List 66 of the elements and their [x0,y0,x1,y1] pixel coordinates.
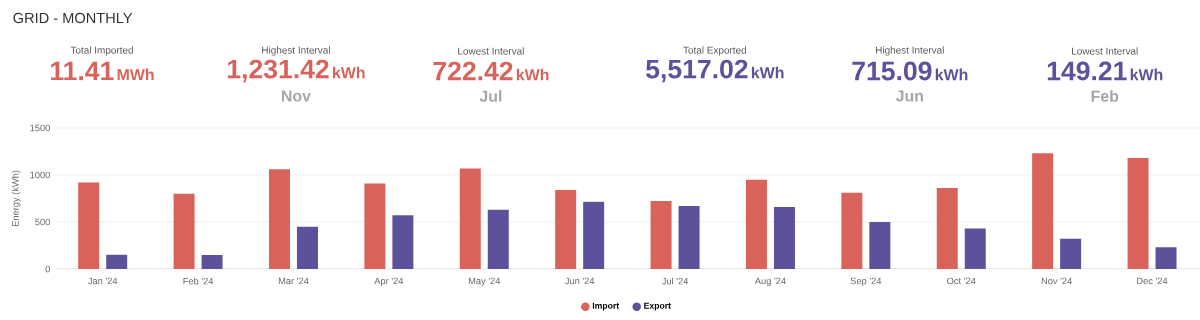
bar [173,193,195,269]
y-tick-label: 0 [45,265,50,273]
bar [1032,153,1054,269]
text: Nov [281,90,311,102]
text: GRID - MONTHLY [13,12,133,24]
x-tick-label: Feb '24 [183,277,214,285]
text: Jul [479,90,502,102]
text: Highest Interval [876,46,944,56]
text: kWh [1130,68,1163,81]
bar [78,182,100,269]
text: Feb [1091,90,1119,102]
bar [1060,238,1082,269]
text: 715.09 [852,61,932,81]
bar [583,201,605,269]
x-tick-label: Jun '24 [564,277,595,285]
text: 11.41 [51,61,114,81]
bar [487,209,509,269]
bar [841,192,863,269]
x-tick-label: Aug '24 [754,277,786,287]
bar [650,201,672,269]
bar [296,226,318,269]
x-tick-label: Sep '24 [850,277,882,287]
bar [678,206,700,269]
y-tick-label: 500 [35,218,50,226]
text: Jun [895,90,923,102]
text: Total Exported [683,46,747,56]
y-tick-label: 1000 [30,171,50,179]
legend-label: Export [644,302,671,311]
x-tick-label: May '24 [468,277,501,287]
legend-label: Import [592,302,620,311]
bar [268,169,290,269]
x-tick-label: Apr '24 [374,277,404,287]
bar [201,254,223,269]
bar [964,228,986,269]
bar [364,183,386,269]
x-tick-label: Dec '24 [1137,277,1168,285]
text: kWh [333,66,365,79]
text: 149.21 [1047,61,1127,81]
text: Lowest Interval [1072,47,1138,55]
text: 1,231.42 [227,59,329,83]
text: Lowest Interval [458,47,524,55]
bar [745,179,767,269]
text: 5,517.02 [646,59,748,83]
text: MWh [117,68,154,81]
bar [1127,158,1149,269]
bar [1155,247,1177,269]
x-tick-label: Nov '24 [1041,277,1072,285]
bar [555,190,577,269]
text: Highest Interval [262,46,330,56]
bar [773,206,795,269]
text: 722.42 [433,61,513,81]
text: kWh [516,68,549,81]
x-tick-label: Mar '24 [278,277,309,285]
x-tick-label: Jan '24 [88,277,118,285]
bar [869,221,891,269]
y-axis-title: Energy (kWh) [11,170,21,227]
bar [392,215,414,269]
text: Total Imported [70,46,133,56]
text: kWh [935,68,968,81]
x-tick-label: Oct '24 [947,277,976,285]
bar [936,188,958,269]
x-tick-label: Jul '24 [661,277,689,285]
bar [459,168,481,269]
bar [106,254,128,269]
text: kWh [751,66,784,79]
y-tick-label: 1500 [30,124,50,132]
